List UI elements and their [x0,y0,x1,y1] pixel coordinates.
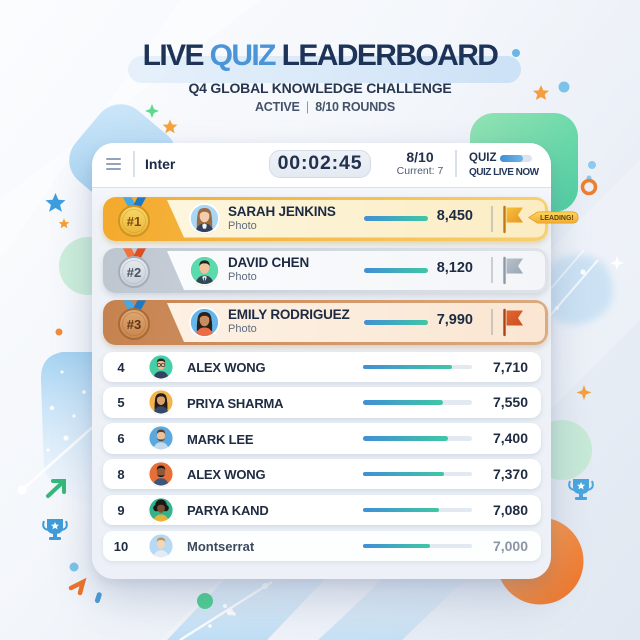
svg-text:LEADING!: LEADING! [540,215,574,222]
svg-text:#2: #2 [127,265,141,280]
svg-text:#3: #3 [127,317,141,332]
svg-text:#1: #1 [127,214,141,229]
